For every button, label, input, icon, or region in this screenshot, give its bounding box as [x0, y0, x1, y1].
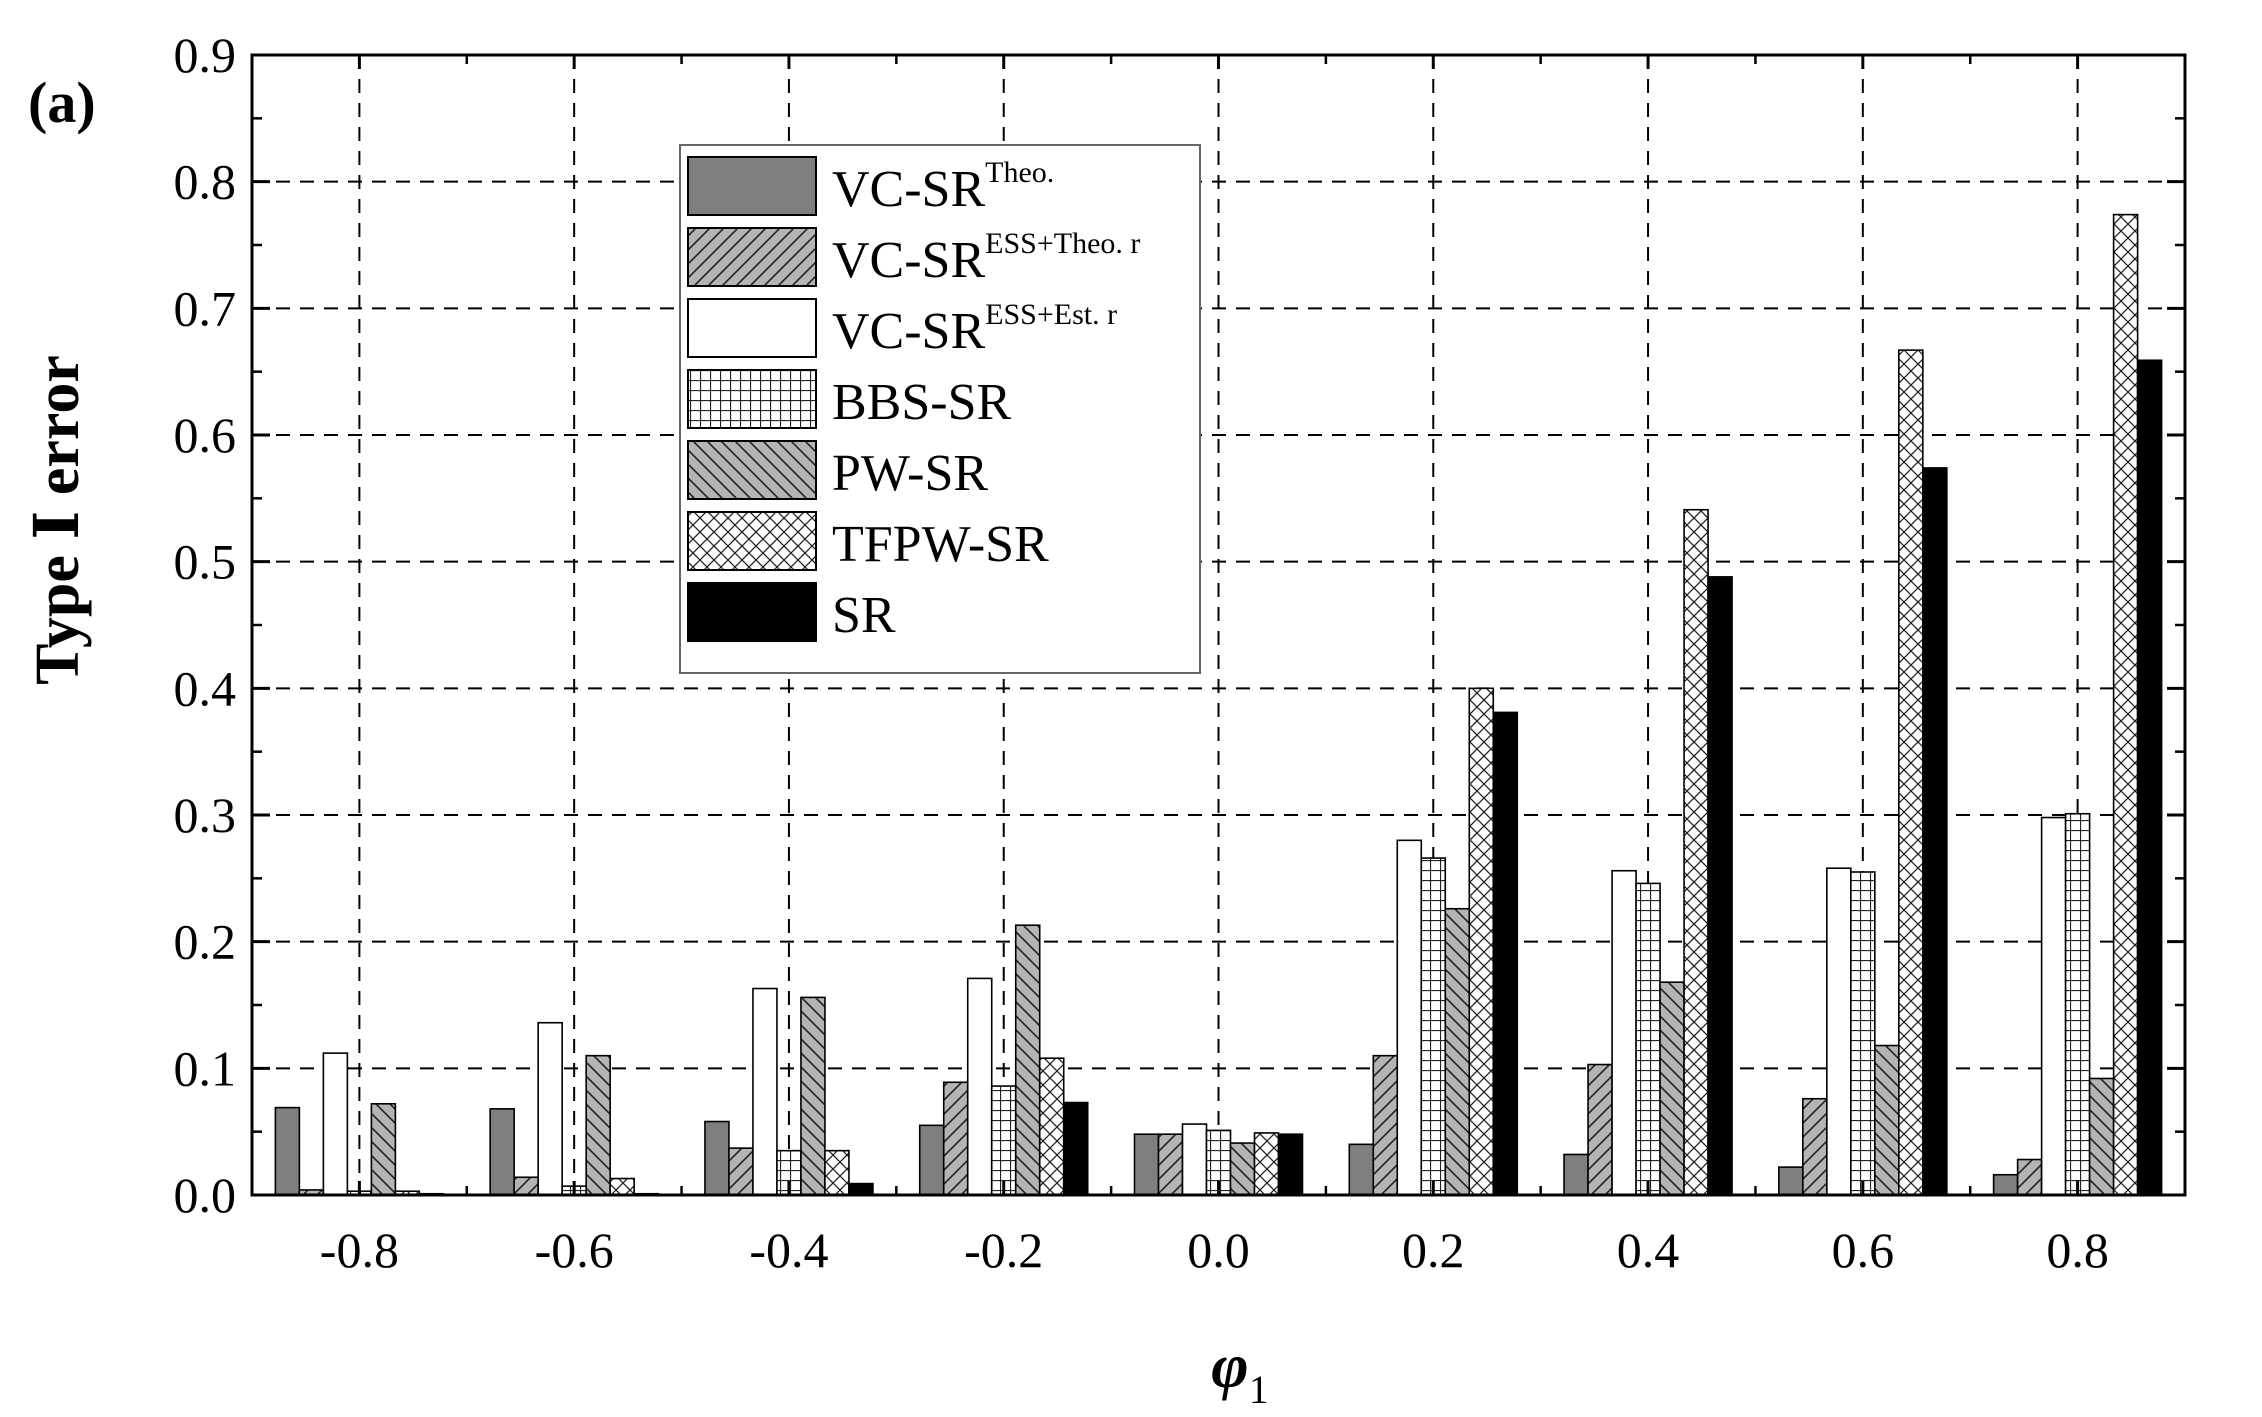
x-tick-label: 0.4 — [1617, 1222, 1680, 1278]
x-axis-label-symbol: φ — [1211, 1330, 1248, 1401]
x-tick-label: 0.6 — [1832, 1222, 1895, 1278]
bar-black — [1707, 576, 1733, 1196]
x-axis: -0.8 -0.6 -0.4 -0.2 0.0 0.2 0.4 0.6 0.8 — [320, 55, 2109, 1278]
legend-label: VC-SRESS+Est. r — [832, 298, 1117, 360]
bar-backslash-gray — [2088, 1077, 2115, 1196]
bar-backslash-gray — [1229, 1142, 1256, 1196]
bar-crosshatch — [824, 1149, 850, 1196]
bar-diagonal-gray — [728, 1147, 754, 1196]
x-tick-label: -0.8 — [320, 1222, 399, 1278]
bar-diagonal-gray — [1372, 1054, 1399, 1196]
bar-solid-gray — [1778, 1166, 1804, 1196]
bar-white — [1396, 839, 1423, 1196]
x-tick-label: 0.8 — [2046, 1222, 2109, 1278]
bar-crosshatch — [1253, 1132, 1280, 1196]
bar-crosshatch — [1468, 687, 1495, 1196]
y-tick-label: 0.8 — [174, 154, 237, 210]
y-tick-label: 0.5 — [174, 534, 237, 590]
bar-backslash-gray — [1444, 907, 1471, 1196]
panel-label: (a) — [28, 70, 96, 135]
y-tick-label: 0.4 — [174, 660, 237, 716]
bar-diagonal-gray — [1587, 1063, 1613, 1196]
bar-diagonal-gray — [1802, 1097, 1828, 1196]
x-tick-label: -0.4 — [749, 1222, 828, 1278]
bar-solid-gray — [1348, 1143, 1375, 1196]
bar-solid-gray — [918, 1124, 945, 1196]
bar-white — [966, 977, 993, 1196]
bar-white — [1826, 867, 1852, 1196]
legend-label: VC-SRESS+Theo. r — [832, 227, 1140, 289]
bar-solid-gray — [1133, 1133, 1160, 1196]
y-tick-label: 0.0 — [174, 1167, 237, 1223]
legend-label: SR — [832, 587, 896, 644]
legend-swatch — [687, 440, 817, 500]
bar-diagonal-gray — [1157, 1133, 1184, 1196]
bar-white — [1181, 1123, 1208, 1196]
y-tick-label: 0.6 — [174, 407, 237, 463]
bar-grid — [1420, 857, 1447, 1196]
bar-black — [1277, 1133, 1304, 1196]
legend-swatch — [687, 511, 817, 571]
x-axis-label: φ1 — [1211, 1330, 1268, 1412]
bar-grid — [1850, 871, 1876, 1196]
bar-black — [1922, 467, 1948, 1196]
y-tick-label: 0.2 — [174, 914, 237, 970]
bar-white — [1611, 869, 1637, 1196]
bar-crosshatch — [2112, 213, 2139, 1196]
bar-white — [537, 1021, 563, 1196]
bar-crosshatch — [1898, 349, 1924, 1196]
bar-crosshatch — [1038, 1057, 1065, 1196]
legend-label: VC-SRTheo. — [832, 156, 1054, 218]
x-axis-label-subscript: 1 — [1249, 1367, 1269, 1412]
bar-diagonal-gray — [2016, 1158, 2043, 1196]
x-tick-label: 0.2 — [1402, 1222, 1465, 1278]
x-tick-label: -0.2 — [964, 1222, 1043, 1278]
bars — [274, 213, 2163, 1196]
x-tick-label: -0.6 — [535, 1222, 614, 1278]
bar-solid-gray — [489, 1108, 515, 1196]
bar-backslash-gray — [1874, 1044, 1900, 1196]
bar-backslash-gray — [1659, 981, 1685, 1196]
y-tick-label: 0.9 — [174, 27, 237, 83]
legend-swatch — [687, 369, 817, 429]
y-axis: 0.0 0.1 0.2 0.3 0.4 0.5 0.6 0.7 0.8 0.9 — [174, 27, 2185, 1223]
legend: VC-SRTheo. VC-SRESS+Theo. r VC-SRESS+Est. … — [679, 144, 1201, 674]
bar-black — [1492, 711, 1519, 1196]
legend-swatch — [687, 156, 817, 216]
y-tick-label: 0.1 — [174, 1040, 237, 1096]
bar-backslash-gray — [370, 1103, 397, 1196]
legend-swatch — [687, 582, 817, 642]
legend-label: PW-SR — [832, 445, 988, 502]
bar-white — [322, 1052, 349, 1196]
bar-diagonal-gray — [942, 1081, 969, 1196]
bar-crosshatch — [1683, 508, 1709, 1196]
legend-swatch — [687, 227, 817, 287]
bar-crosshatch — [609, 1177, 635, 1196]
bar-grid — [1635, 882, 1661, 1196]
bar-backslash-gray — [1014, 924, 1041, 1196]
bar-grid — [2064, 812, 2091, 1196]
bar-backslash-gray — [800, 996, 826, 1196]
bar-black — [1062, 1101, 1089, 1196]
legend-label: BBS-SR — [832, 374, 1012, 431]
bar-diagonal-gray — [513, 1176, 539, 1196]
legend-label: TFPW-SR — [832, 516, 1049, 573]
x-tick-label: 0.0 — [1187, 1222, 1250, 1278]
bar-black — [848, 1182, 874, 1196]
bar-white — [752, 987, 778, 1196]
bar-backslash-gray — [585, 1054, 611, 1196]
y-tick-label: 0.7 — [174, 280, 237, 336]
y-axis-label: Type Ⅰ error — [24, 355, 92, 685]
bar-grid — [990, 1085, 1017, 1196]
bar-solid-gray — [1992, 1173, 2019, 1196]
bar-solid-gray — [274, 1106, 301, 1196]
y-tick-label: 0.3 — [174, 787, 237, 843]
bar-white — [2040, 816, 2067, 1196]
legend-swatch — [687, 298, 817, 358]
bar-solid-gray — [704, 1120, 730, 1196]
bar-solid-gray — [1563, 1153, 1589, 1196]
bar-black — [2136, 359, 2163, 1196]
